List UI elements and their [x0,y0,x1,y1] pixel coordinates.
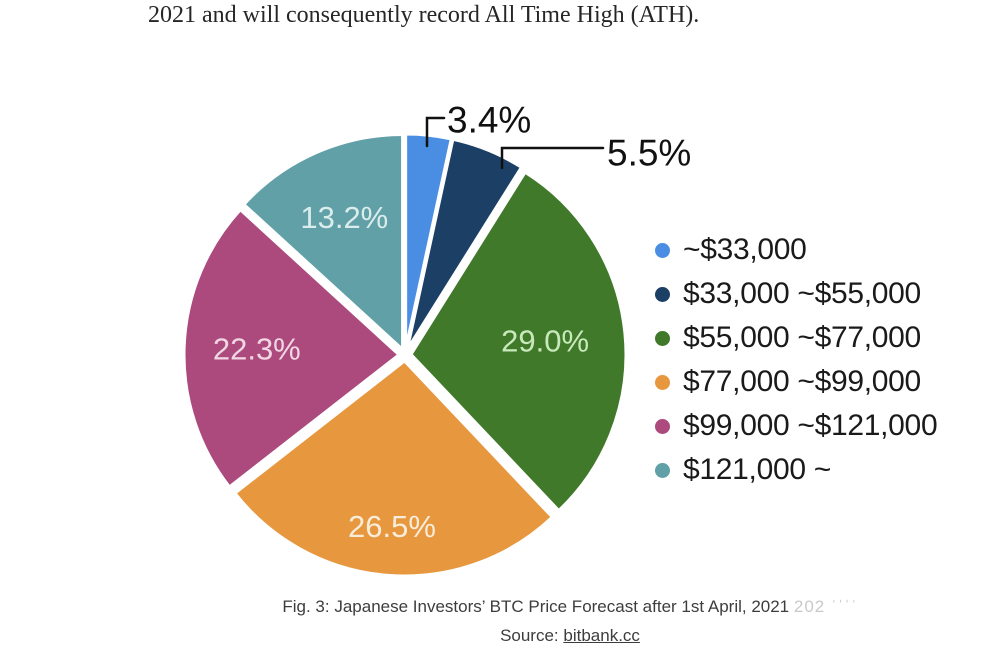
legend-label: $77,000 ~$99,000 [683,365,921,398]
legend-item: $99,000 ~$121,000 [655,404,938,448]
pie-slice-3 [233,359,554,578]
article-text: 2021 and will consequently record All Ti… [148,2,700,28]
legend-item: $33,000 ~$55,000 [655,272,937,316]
legend-item: $121,000 ~ [655,448,937,492]
pie-slice-label-0: 3.4% [447,100,531,141]
pie-slice-label-4: 22.3% [213,332,301,367]
figure-caption-text: Fig. 3: Japanese Investors’ BTC Price Fo… [282,597,790,616]
legend-item: $55,000 ~$77,000 [655,316,937,360]
pie-slice-label-2: 29.0% [501,324,589,359]
pie-slice-5 [242,133,405,352]
figure-caption: Fig. 3: Japanese Investors’ BTC Price Fo… [170,597,970,617]
pie-slice-0 [404,132,453,351]
leader-line-1 [500,146,605,170]
legend-label: $33,000 ~$55,000 [683,277,921,310]
legend-swatch-icon [655,286,670,302]
legend-label: $99,000 ~$121,000 [683,409,938,442]
pie-slice-label-3: 26.5% [348,509,436,544]
pie-slice-1 [405,137,523,351]
legend-label: $55,000 ~$77,000 [683,321,921,354]
leader-line-0 [425,116,446,148]
pie-slice-4 [182,208,401,489]
legend-swatch-icon [655,462,670,478]
caption-ghost-text: 202 ˈˈˈˈ [793,597,858,616]
legend-item: ~$33,000 [655,228,937,272]
chart-legend: ~$33,000 $33,000 ~$55,000 $55,000 ~$77,000… [655,228,938,492]
legend-swatch-icon [655,374,670,390]
figure-source: Source: bitbank.cc [170,626,970,646]
pie-slice-2 [409,170,628,513]
legend-label: ~$33,000 [683,233,807,266]
source-prefix: Source: [500,626,564,645]
source-link[interactable]: bitbank.cc [563,626,640,645]
legend-swatch-icon [655,330,670,346]
legend-label: $121,000 ~ [683,453,831,486]
pie-slice-label-1: 5.5% [607,133,691,174]
legend-item: $77,000 ~$99,000 [655,360,937,404]
pie-slice-label-5: 13.2% [300,200,388,235]
legend-swatch-icon [655,242,670,258]
legend-swatch-icon [655,418,670,434]
